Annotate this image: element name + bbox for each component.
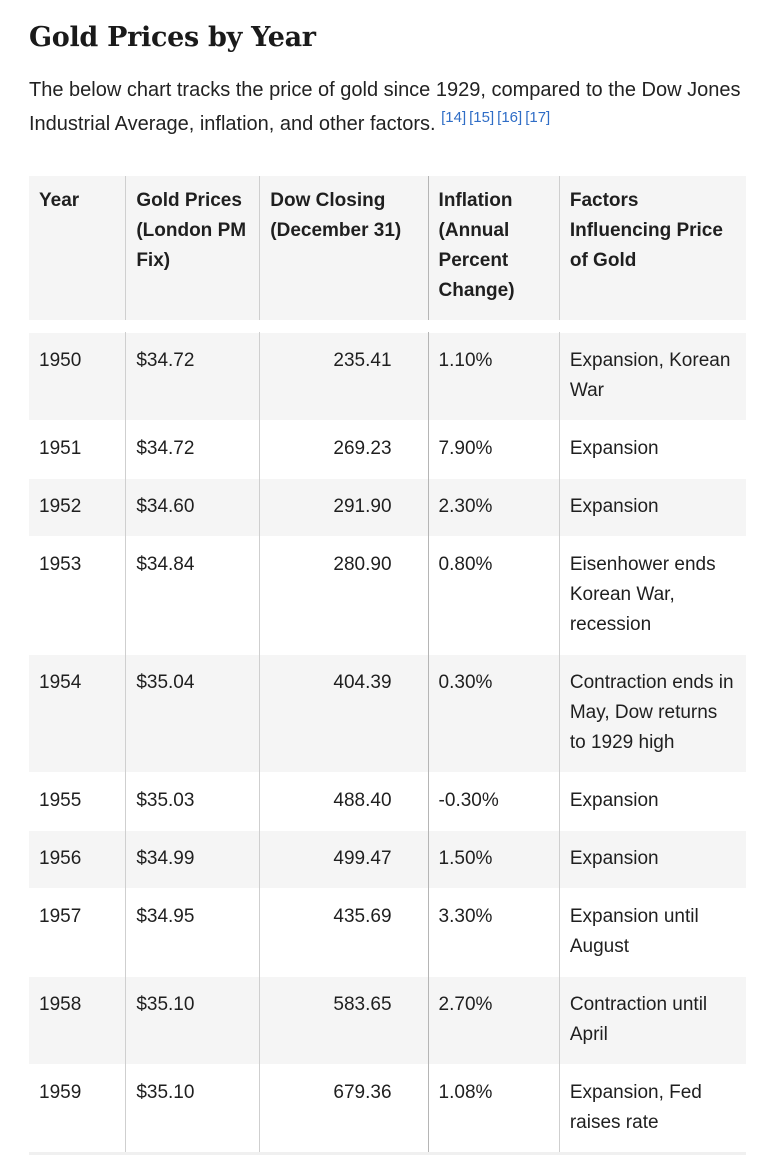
table-body: 1950 $34.72 235.41 1.10% Expansion, Korean W… [29,320,746,1154]
cell-inflation: 1.10% [427,332,560,421]
cell-gold-price: $34.99 [125,830,260,889]
intro-text: The below chart tracks the price of gold… [29,79,741,135]
cell-year: 1958 [39,994,82,1015]
cell-gold-price: $34.72 [125,420,260,479]
cell-inflation: 1.50% [427,830,560,889]
cell-dow-closing: 269.23 [259,420,429,479]
reference-link-14[interactable]: [14] [441,109,467,127]
cell-factors: Expansion, Korean War [558,332,746,421]
table-row: 1958 $35.10 583.65 2.70% Contraction until A… [29,976,746,1065]
cell-gold-price: $34.84 [125,536,260,655]
header-inflation: Inflation (Annual Percent Change) [427,176,560,320]
page-title: Gold Prices by Year [29,22,316,53]
cell-gold-price: $35.04 [125,654,260,773]
cell-gold-price: $35.10 [125,1064,260,1154]
cell-factors: Expansion, Fed raises rate [558,1064,746,1154]
cell-year: 1951 [39,438,82,459]
cell-gold-price: $34.72 [125,332,260,421]
header-year: Year [39,190,80,211]
table-header-row: Year Gold Prices (London PM Fix) Dow Clo… [29,176,746,320]
cell-year: 1956 [39,848,82,869]
cell-inflation: 0.80% [427,536,560,655]
cell-gold-price: $35.03 [125,772,260,831]
cell-gold-price: $34.95 [125,888,260,977]
table-row: 1950 $34.72 235.41 1.10% Expansion, Korean W… [29,332,746,421]
header-factors: Factors Influencing Price of Gold [558,176,746,320]
gold-prices-table: Year Gold Prices (London PM Fix) Dow Clo… [29,176,746,1155]
cell-dow-closing: 679.36 [259,1064,429,1154]
cell-year: 1953 [39,554,82,575]
cell-factors: Expansion [558,420,746,479]
cell-inflation: -0.30% [427,772,560,831]
cell-inflation: 2.30% [427,478,560,537]
cell-year: 1955 [39,790,82,811]
cell-year: 1954 [39,672,82,693]
header-dow-closing: Dow Closing (December 31) [259,176,429,320]
cell-factors: Contraction ends in May, Dow returns to … [558,654,746,773]
table-row: 1957 $34.95 435.69 3.30% Expansion until Aug… [29,888,746,977]
cell-factors: Expansion [558,772,746,831]
cell-year: 1952 [39,496,82,517]
cell-dow-closing: 235.41 [259,332,429,421]
cell-year: 1957 [39,906,82,927]
cell-factors: Expansion until August [558,888,746,977]
cell-dow-closing: 404.39 [259,654,429,773]
table-row: 1956 $34.99 499.47 1.50% Expansion [29,830,746,889]
header-spacer [29,320,746,333]
table-row: 1959 $35.10 679.36 1.08% Expansion, Fed rais… [29,1064,746,1154]
cell-inflation: 0.30% [427,654,560,773]
cell-dow-closing: 583.65 [259,976,429,1065]
intro-paragraph: The below chart tracks the price of gold… [29,73,749,141]
cell-inflation: 3.30% [427,888,560,977]
cell-factors: Expansion [558,830,746,889]
cell-factors: Contraction until April [558,976,746,1065]
header-gold-price: Gold Prices (London PM Fix) [125,176,260,320]
table-row: 1953 $34.84 280.90 0.80% Eisenhower ends Kor… [29,536,746,655]
table-row: 1952 $34.60 291.90 2.30% Expansion [29,478,746,537]
table-row: 1955 $35.03 488.40 -0.30% Expansion [29,772,746,831]
table-row: 1954 $35.04 404.39 0.30% Contraction ends in… [29,654,746,773]
cell-inflation: 1.08% [427,1064,560,1154]
table-row: 1951 $34.72 269.23 7.90% Expansion [29,420,746,479]
reference-links: [14] [15] [16] [17] [441,109,553,126]
reference-link-15[interactable]: [15] [469,109,495,127]
cell-dow-closing: 291.90 [259,478,429,537]
reference-link-17[interactable]: [17] [525,109,551,127]
cell-factors: Expansion [558,478,746,537]
cell-factors: Eisenhower ends Korean War, recession [558,536,746,655]
cell-dow-closing: 499.47 [259,830,429,889]
cell-year: 1959 [39,1082,82,1103]
cell-dow-closing: 435.69 [259,888,429,977]
cell-gold-price: $35.10 [125,976,260,1065]
cell-year: 1950 [39,350,82,371]
reference-link-16[interactable]: [16] [497,109,523,127]
cell-inflation: 2.70% [427,976,560,1065]
cell-inflation: 7.90% [427,420,560,479]
cell-gold-price: $34.60 [125,478,260,537]
cell-dow-closing: 280.90 [259,536,429,655]
cell-dow-closing: 488.40 [259,772,429,831]
